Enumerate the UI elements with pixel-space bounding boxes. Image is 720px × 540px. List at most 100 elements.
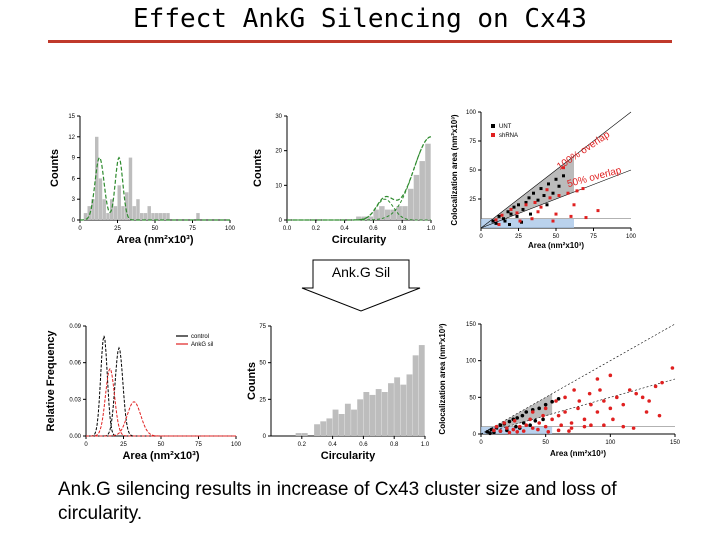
scatter-point-ankg-sil bbox=[498, 429, 503, 433]
scatter-point-ankg-sil bbox=[582, 424, 587, 429]
x-tick-label: 0.0 bbox=[283, 226, 292, 232]
scatter-point-ankg-sil bbox=[550, 417, 554, 422]
histogram-bar bbox=[351, 409, 357, 436]
legend-label: UNT bbox=[499, 124, 512, 130]
scatter-point-unt bbox=[539, 187, 543, 191]
scatter-point-control bbox=[514, 424, 518, 429]
histogram-bar bbox=[373, 209, 379, 220]
scatter-point-ankg-sil bbox=[640, 395, 645, 400]
x-tick-label: 0.2 bbox=[298, 442, 307, 448]
scatter-point-control bbox=[524, 410, 529, 414]
scatter-point-unt bbox=[542, 194, 546, 198]
histogram-bar bbox=[412, 355, 419, 436]
histogram-bar bbox=[98, 178, 103, 220]
scatter-point-ankg-sil bbox=[492, 428, 496, 433]
x-tick-label: 25 bbox=[114, 226, 121, 232]
histogram-bar bbox=[419, 161, 425, 220]
x-axis-label: Area (nm²x10³) bbox=[122, 450, 199, 462]
y-tick-label: 75 bbox=[259, 324, 266, 330]
scatter-point-ankg-sil bbox=[587, 391, 592, 396]
scatter-point-shrna bbox=[562, 166, 565, 170]
x-tick-label: 0.4 bbox=[328, 442, 337, 448]
y-tick-label: 20 bbox=[275, 149, 282, 155]
x-axis-label: Area (nm²x10³) bbox=[116, 234, 193, 246]
histogram-bar bbox=[367, 216, 374, 220]
histogram-bar bbox=[363, 392, 370, 436]
scatter-point-ankg-sil bbox=[515, 430, 520, 434]
scatter-point-shrna bbox=[554, 212, 558, 216]
y-tick-label: 100 bbox=[466, 110, 477, 116]
histogram-bar bbox=[375, 389, 382, 436]
y-tick-label: 0 bbox=[279, 218, 283, 224]
scatter-point-shrna bbox=[533, 200, 537, 204]
scatter-point-ankg-sil bbox=[598, 388, 602, 392]
y-tick-label: 100 bbox=[466, 359, 477, 365]
scatter-point-ankg-sil bbox=[608, 373, 613, 378]
scatter-point-ankg-sil bbox=[595, 410, 600, 414]
histogram-bar bbox=[396, 206, 402, 220]
histogram-bar bbox=[140, 213, 144, 220]
scatter-point-ankg-sil bbox=[505, 426, 509, 430]
scatter-point-unt bbox=[545, 203, 549, 207]
bottom-frequency-curves-chart: 0 25 50 75 100 0.00 0.03 0.06 0.09 Area (nm²x10³)… bbox=[45, 324, 242, 462]
y-tick-label: 12 bbox=[68, 135, 75, 141]
scatter-point-ankg-sil bbox=[511, 427, 516, 432]
scatter-point-control bbox=[533, 419, 538, 423]
x-tick-label: 100 bbox=[225, 226, 236, 232]
scatter-point-ankg-sil bbox=[507, 430, 512, 435]
scatter-point-control bbox=[550, 399, 554, 404]
scatter-point-ankg-sil bbox=[670, 366, 675, 370]
histogram-bar bbox=[102, 199, 106, 220]
scatter-point-ankg-sil bbox=[494, 424, 499, 429]
histogram-bar bbox=[406, 374, 413, 436]
scatter-point-ankg-sil bbox=[631, 426, 636, 430]
x-tick-label: 100 bbox=[231, 442, 242, 448]
histogram-bar bbox=[117, 185, 121, 220]
y-axis-label: Colocalization area (nm²x10³) bbox=[450, 114, 459, 225]
scatter-point-ankg-sil bbox=[543, 406, 548, 411]
frequency-curve-control bbox=[86, 346, 236, 437]
x-tick-label: 0 bbox=[84, 442, 88, 448]
fit-curve bbox=[80, 156, 230, 221]
scatter-point-ankg-sil bbox=[582, 417, 587, 422]
y-axis-label: Colocalization area (nm²x10³) bbox=[438, 323, 447, 434]
scatter-point-unt bbox=[532, 191, 535, 195]
caption: Ank.G silencing results in increase of C… bbox=[58, 479, 617, 524]
scatter-point-unt bbox=[562, 174, 565, 178]
scatter-point-shrna bbox=[515, 211, 519, 215]
y-tick-label: 50 bbox=[469, 168, 476, 174]
scatter-point-ankg-sil bbox=[627, 388, 632, 392]
top-area-histogram-chart: 0 25 50 75 100 0 3 6 9 12 15 Area (nm²x10³) Counts bbox=[49, 114, 236, 246]
histogram-bar bbox=[295, 433, 302, 436]
histogram-bar bbox=[320, 421, 327, 436]
histogram-bar bbox=[143, 213, 148, 220]
histogram-bar bbox=[314, 424, 320, 436]
page-title: Effect AnkG Silencing on Cx43 bbox=[133, 4, 587, 34]
legend-marker bbox=[491, 124, 495, 128]
x-tick-label: 1.0 bbox=[427, 226, 436, 232]
scatter-point-control bbox=[537, 406, 541, 411]
scatter-point-ankg-sil bbox=[530, 426, 535, 430]
histogram-bar bbox=[121, 206, 125, 220]
scatter-point-unt bbox=[497, 214, 501, 218]
scatter-point-ankg-sil bbox=[556, 428, 561, 433]
scatter-point-unt bbox=[524, 200, 528, 204]
scatter-point-shrna bbox=[557, 194, 561, 198]
scatter-point-shrna bbox=[548, 196, 552, 200]
histogram-bar bbox=[136, 199, 140, 220]
scatter-point-shrna bbox=[581, 187, 585, 191]
histogram-bar bbox=[338, 414, 345, 436]
scatter-point-ankg-sil bbox=[589, 423, 593, 427]
histogram-bar bbox=[384, 209, 391, 220]
x-tick-label: 0.2 bbox=[312, 226, 321, 232]
scatter-point-ankg-sil bbox=[512, 419, 517, 423]
x-tick-label: 1.0 bbox=[421, 442, 430, 448]
fit-curve bbox=[287, 136, 432, 221]
y-tick-label: 6 bbox=[72, 176, 76, 182]
scatter-point-ankg-sil bbox=[615, 395, 619, 400]
legend-marker bbox=[491, 133, 495, 137]
scatter-point-shrna bbox=[566, 191, 570, 195]
callout-label: Ank.G Sil bbox=[332, 264, 390, 280]
scatter-point-ankg-sil bbox=[502, 421, 507, 425]
histogram-bar bbox=[379, 206, 385, 220]
